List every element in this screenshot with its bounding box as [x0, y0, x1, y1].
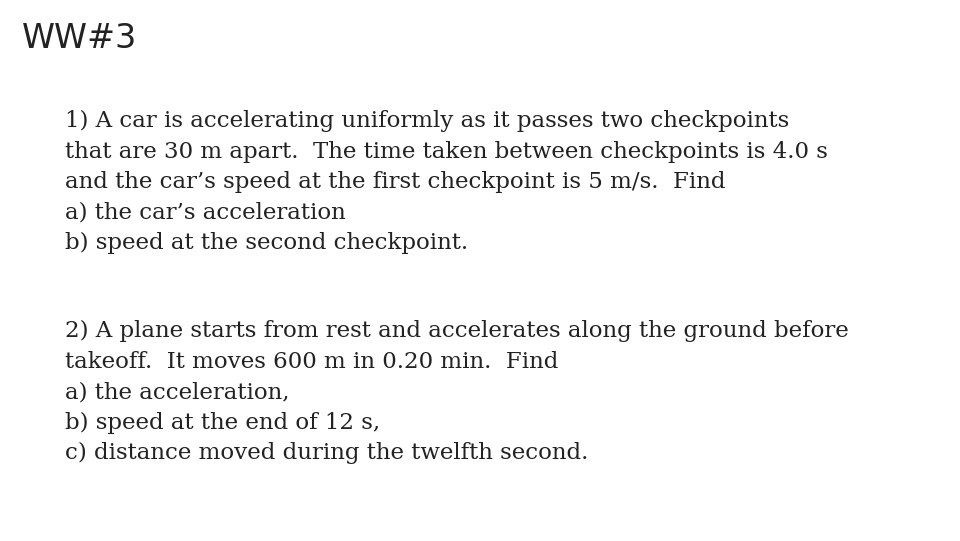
- Text: 2) A plane starts from rest and accelerates along the ground before
takeoff.  It: 2) A plane starts from rest and accelera…: [65, 320, 849, 464]
- Text: WW#3: WW#3: [22, 22, 137, 55]
- Text: 1) A car is accelerating uniformly as it passes two checkpoints
that are 30 m ap: 1) A car is accelerating uniformly as it…: [65, 110, 828, 254]
